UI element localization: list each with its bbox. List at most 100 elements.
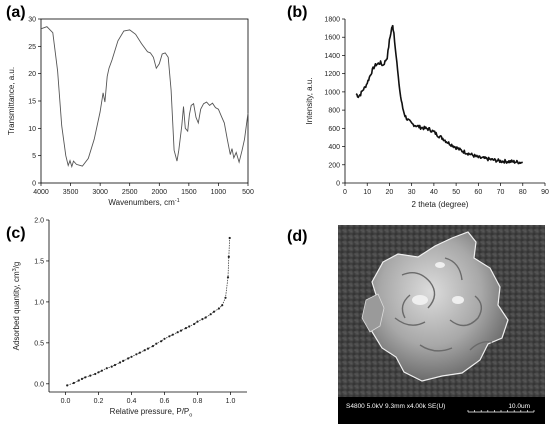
ftir-y-tick-label: 20 (28, 71, 36, 78)
ftir-plot-frame (40, 18, 249, 184)
adsorption-data-point (80, 377, 84, 380)
adsorption-data-point (171, 333, 174, 336)
adsorption-y-tick-label: 0.0 (34, 381, 44, 388)
adsorption-data-point (221, 304, 224, 307)
ftir-x-tick-label: 4000 (33, 189, 49, 196)
adsorption-data-point (228, 236, 231, 240)
adsorption-data-point (226, 276, 230, 279)
adsorption-x-tick-label: 0.8 (193, 398, 203, 405)
xrd-x-tick-label: 10 (363, 189, 371, 196)
xrd-y-tick-label: 400 (328, 144, 340, 151)
xrd-x-axis-label: 2 theta (degree) (412, 200, 469, 209)
adsorption-data-point (77, 379, 80, 382)
adsorption-data-point (184, 327, 187, 330)
ftir-y-axis-label: Transmittance, a.u. (7, 67, 16, 135)
sem-caption: S4800 5.0kV 9.3mm x4.00k SE(U) (346, 403, 445, 410)
xrd-x-tick-label: 40 (430, 189, 438, 196)
ftir-y-tick-label: 10 (28, 126, 36, 133)
adsorption-data-point (94, 372, 97, 376)
adsorption-data-point (212, 310, 216, 313)
adsorption-x-tick-label: 0.4 (127, 398, 137, 405)
ftir-chart: 4000 3500 3000 2500 2000 1500 1000 500 0 5 10 15 20 2… (7, 17, 254, 208)
adsorption-data-point (151, 345, 154, 348)
adsorption-data-point (113, 363, 117, 367)
adsorption-data-point (72, 381, 75, 385)
adsorption-ticks: 0.0 0.2 0.4 0.6 0.8 1.0 0.0 0.5 1.0 1.5 2.0 (34, 218, 235, 406)
adsorption-data-point (130, 355, 133, 358)
ftir-y-tick-label: 30 (28, 17, 36, 24)
adsorption-data-point (122, 359, 125, 362)
ftir-x-tick-label: 2000 (151, 189, 167, 196)
adsorption-data-point (227, 255, 230, 258)
ftir-x-axis-label: Wavenumbers, cm-1 (108, 198, 179, 207)
ftir-x-tick-label: 2500 (122, 189, 138, 196)
xrd-y-tick-label: 1000 (324, 89, 340, 96)
ftir-x-tick-label: 3500 (63, 189, 79, 196)
panel-label-a: (a) (6, 4, 26, 21)
adsorption-x-tick-label: 0.2 (94, 398, 104, 405)
adsorption-y-tick-label: 1.0 (34, 299, 44, 306)
ftir-x-tick-label: 3000 (92, 189, 108, 196)
xrd-x-tick-label: 30 (408, 189, 416, 196)
adsorption-data-point (193, 322, 196, 326)
ftir-y-tick-label: 0 (32, 181, 36, 188)
sem-scale-label: 10.0um (508, 403, 530, 410)
adsorption-data-point (135, 353, 138, 356)
adsorption-isotherm-line (67, 237, 231, 386)
adsorption-data-point (163, 337, 166, 340)
xrd-y-tick-label: 1200 (324, 71, 340, 78)
ftir-y-tick-label: 5 (32, 153, 36, 160)
adsorption-y-axis-label: Adsorbed quantity, cm3/g (12, 262, 21, 351)
xrd-x-tick-label: 0 (343, 189, 347, 196)
adsorption-data-point (188, 325, 191, 328)
adsorption-data-point (97, 371, 100, 374)
adsorption-data-point (66, 384, 69, 387)
ftir-x-tick-label: 1500 (181, 189, 197, 196)
sem-image: S4800 5.0kV 9.3mm x4.00k SE(U) 10.0um (338, 225, 545, 424)
adsorption-data-point (179, 329, 183, 332)
ftir-ticks: 4000 3500 3000 2500 2000 1500 1000 500 0 5 10 15 20 2… (28, 17, 254, 197)
adsorption-x-tick-label: 1.0 (226, 398, 236, 405)
adsorption-data-point (118, 361, 122, 364)
adsorption-x-tick-label: 0.0 (61, 398, 71, 405)
xrd-y-axis-label: Intensity, a.u. (305, 78, 314, 125)
adsorption-points (66, 236, 231, 387)
ftir-x-tick-label: 500 (242, 189, 254, 196)
adsorption-y-tick-label: 2.0 (34, 218, 44, 225)
adsorption-data-point (138, 351, 141, 354)
adsorption-data-point (143, 349, 146, 352)
adsorption-data-point (168, 335, 171, 338)
adsorption-data-point (127, 357, 130, 360)
adsorption-data-point (209, 313, 212, 316)
xrd-y-tick-label: 200 (328, 162, 340, 169)
adsorption-y-tick-label: 1.5 (34, 258, 44, 265)
adsorption-data-point (155, 342, 158, 345)
adsorption-data-point (160, 340, 163, 343)
sem-particle-fragment (361, 293, 385, 333)
adsorption-data-point (224, 296, 227, 299)
ftir-y-tick-label: 15 (28, 99, 36, 106)
sem-surface-texture (394, 257, 493, 352)
panel-label-b: (b) (287, 4, 307, 21)
xrd-y-tick-label: 1800 (324, 17, 340, 24)
ftir-x-tick-label: 1000 (211, 189, 227, 196)
adsorption-y-tick-label: 0.5 (34, 340, 44, 347)
xrd-x-tick-label: 60 (474, 189, 482, 196)
panel-label-d: (d) (287, 228, 307, 245)
xrd-pattern-line (355, 24, 523, 165)
adsorption-data-point (217, 307, 220, 310)
xrd-y-tick-label: 0 (336, 181, 340, 188)
xrd-x-tick-label: 50 (452, 189, 460, 196)
adsorption-data-point (89, 374, 92, 377)
sem-particle (367, 231, 509, 382)
sem-scale-bar (467, 410, 535, 413)
xrd-y-tick-label: 1400 (324, 53, 340, 60)
xrd-chart: 0 10 20 30 40 50 60 70 80 90 0 200 400 600 800 1000 1200… (305, 17, 549, 210)
xrd-ticks: 0 10 20 30 40 50 60 70 80 90 0 200 400 600 800 1000 1200… (324, 17, 549, 197)
adsorption-data-point (84, 376, 87, 379)
xrd-y-tick-label: 800 (328, 108, 340, 115)
adsorption-data-point (146, 347, 150, 350)
sem-info-bar (338, 397, 545, 424)
xrd-x-tick-label: 20 (386, 189, 394, 196)
adsorption-data-point (105, 367, 108, 370)
